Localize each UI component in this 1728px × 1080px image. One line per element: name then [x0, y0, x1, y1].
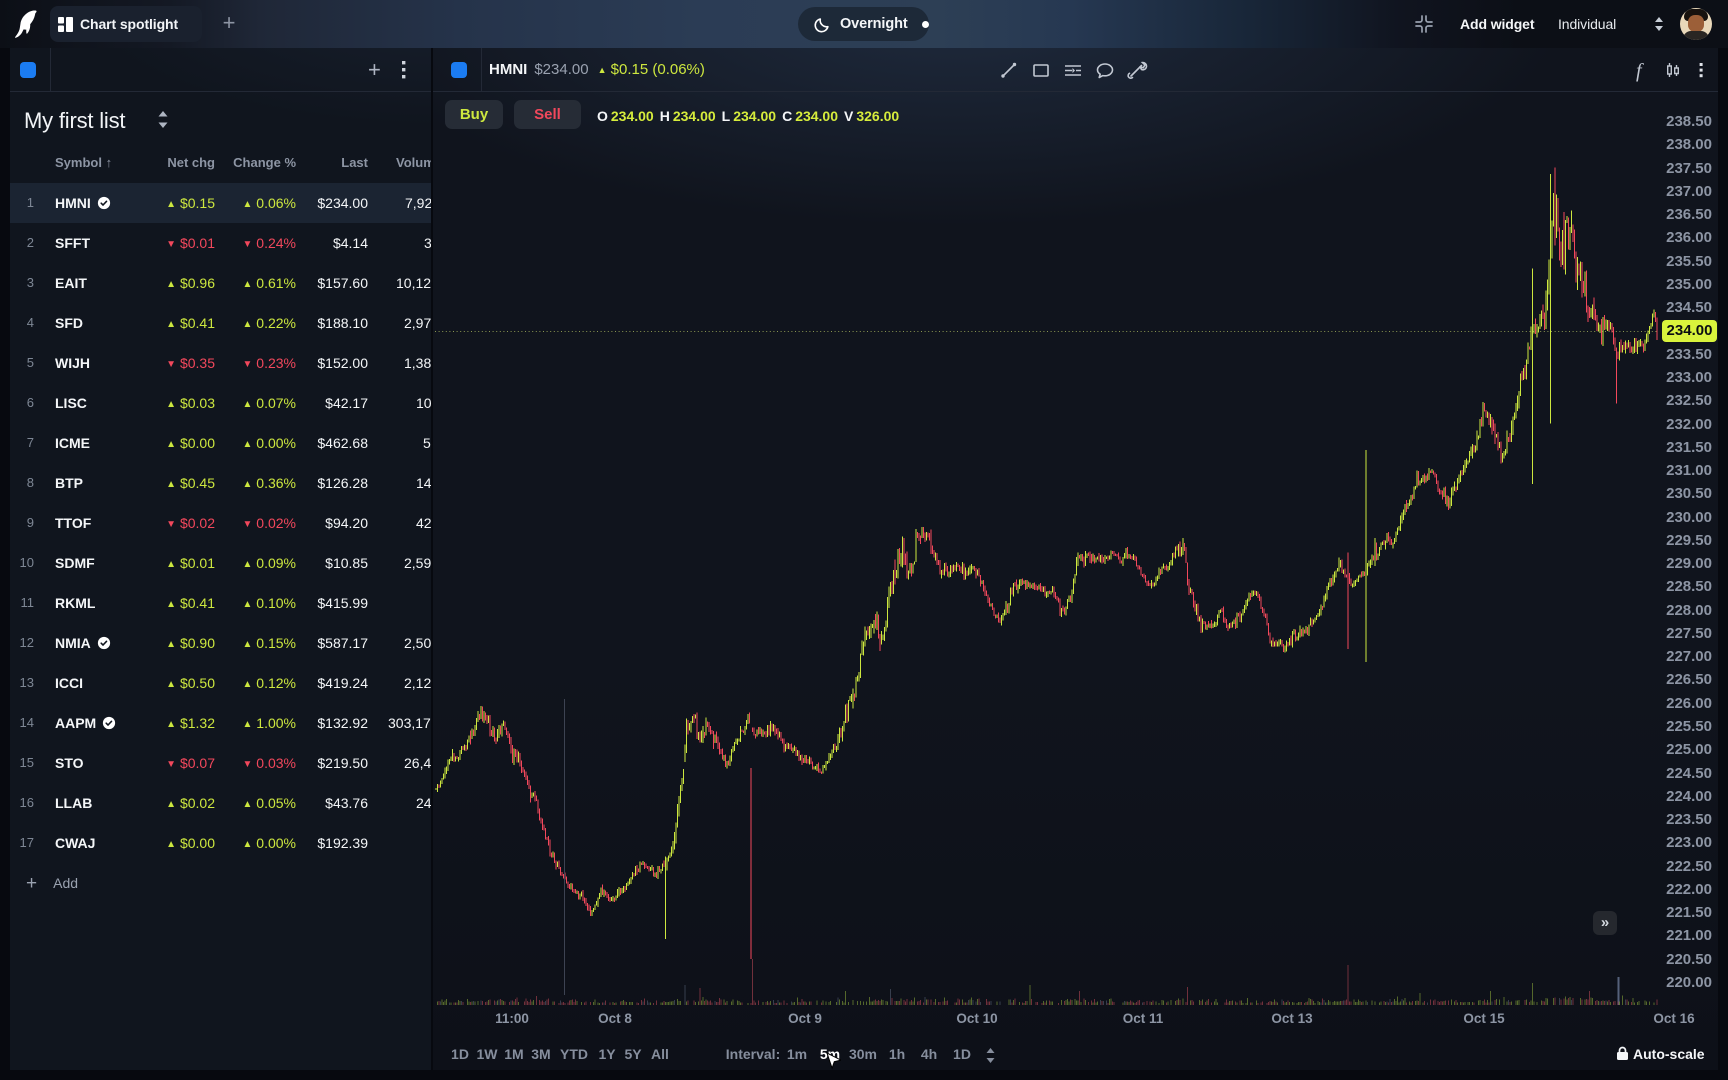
svg-text:f: f — [1636, 60, 1644, 82]
